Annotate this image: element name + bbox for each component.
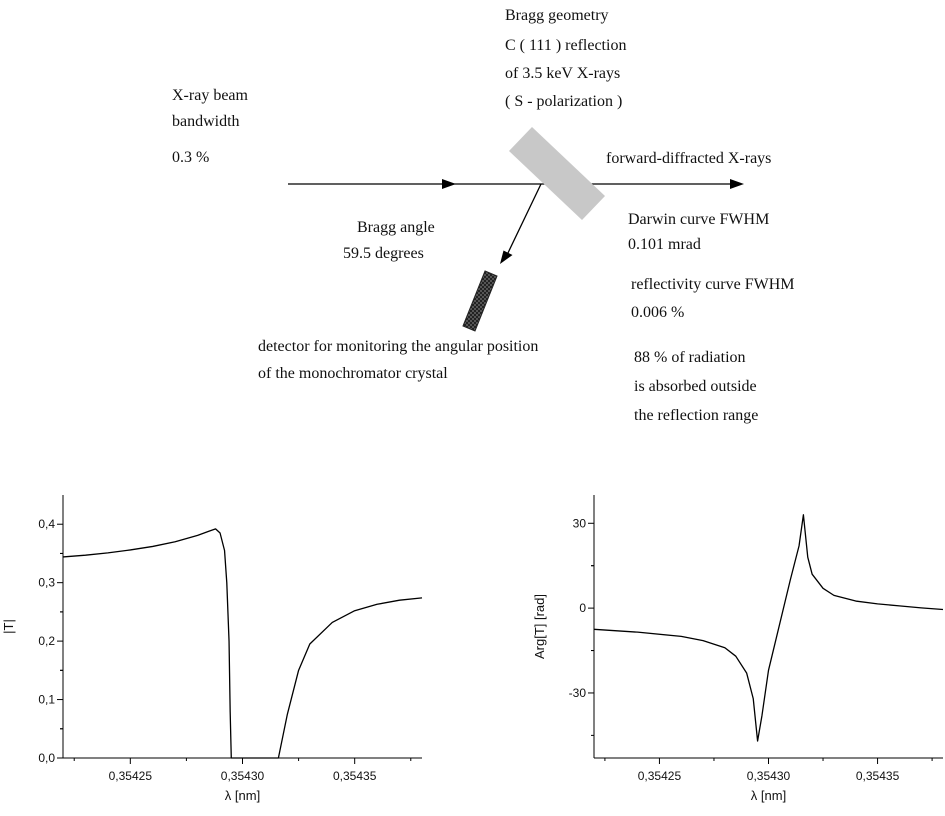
geometry-line: ( S - polarization ) (505, 93, 622, 110)
darwin-line: 0.101 mrad (628, 236, 701, 253)
incident-arrowhead (442, 179, 456, 189)
detector-icon (462, 270, 498, 332)
bragg-angle-label: Bragg angle 59.5 degrees (343, 219, 439, 262)
transmission-magnitude-chart: 0,35425 0,35430 0,35435 0,0 0,1 0,2 0,3 0,4 λ [n… (1, 495, 423, 803)
beam-line: bandwidth (172, 113, 240, 130)
x-tick-label: 0,35435 (333, 769, 377, 783)
geometry-line: of 3.5 keV X-rays (505, 65, 620, 82)
y-tick-label: 0,3 (38, 576, 55, 590)
reflectivity-line: 0.006 % (631, 304, 684, 321)
absorbed-line: 88 % of radiation (634, 349, 746, 366)
absorbed-line: is absorbed outside (634, 378, 757, 395)
x-tick-label: 0,35425 (109, 769, 153, 783)
forward-arrowhead (730, 179, 744, 189)
x-tick-label: 0,35430 (221, 769, 265, 783)
y-tick-label: 0 (579, 601, 586, 615)
data-series-line (62, 528, 423, 759)
bragg-line: Bragg angle (357, 219, 435, 236)
geometry-line: C ( 111 ) reflection (505, 37, 626, 54)
geometry-line: Bragg geometry (505, 7, 609, 24)
absorbed-label: 88 % of radiation is absorbed outside th… (634, 349, 761, 424)
y-tick-label: 0,1 (38, 693, 55, 707)
y-axis-label: |T| (1, 619, 16, 634)
diffracted-arrowhead (500, 250, 513, 264)
reflectivity-line: reflectivity curve FWHM (631, 276, 795, 293)
detector-label: detector for monitoring the angular posi… (258, 338, 542, 382)
x-axis-label: λ [nm] (225, 788, 260, 803)
x-axis-label: λ [nm] (751, 788, 786, 803)
y-tick-label: 0,4 (38, 517, 55, 531)
darwin-line: Darwin curve FWHM (628, 211, 769, 228)
absorbed-line: the reflection range (634, 407, 758, 424)
bragg-line: 59.5 degrees (343, 245, 424, 262)
beam-line: 0.3 % (172, 149, 209, 166)
x-tick-label: 0,35435 (856, 769, 900, 783)
y-tick-label: 30 (573, 516, 587, 530)
beam-label: X-ray beam bandwidth 0.3 % (172, 87, 252, 166)
diffracted-beam (506, 183, 542, 256)
monochromator-crystal (509, 127, 605, 220)
detector-line: of the monochromator crystal (258, 365, 448, 382)
schematic: Bragg geometry C ( 111 ) reflection of 3… (172, 7, 799, 424)
x-tick-label: 0,35425 (638, 769, 682, 783)
y-axis-label: Arg[T] [rad] (532, 594, 547, 659)
forward-label: forward-diffracted X-rays (606, 150, 771, 167)
y-tick-label: -30 (569, 686, 587, 700)
transmission-phase-chart: 0,35425 0,35430 0,35435 -30 0 30 λ [nm] Arg[T] … (532, 495, 944, 803)
geometry-label: Bragg geometry C ( 111 ) reflection of 3… (505, 7, 630, 110)
y-tick-label: 0,2 (38, 634, 55, 648)
x-tick-label: 0,35430 (747, 769, 791, 783)
y-tick-label: 0,0 (38, 751, 55, 765)
beam-line: X-ray beam (172, 87, 249, 104)
detector-line: detector for monitoring the angular posi… (258, 338, 538, 355)
reflectivity-label: reflectivity curve FWHM 0.006 % (631, 276, 799, 321)
data-series-line (593, 514, 944, 742)
darwin-label: Darwin curve FWHM 0.101 mrad (628, 211, 773, 253)
